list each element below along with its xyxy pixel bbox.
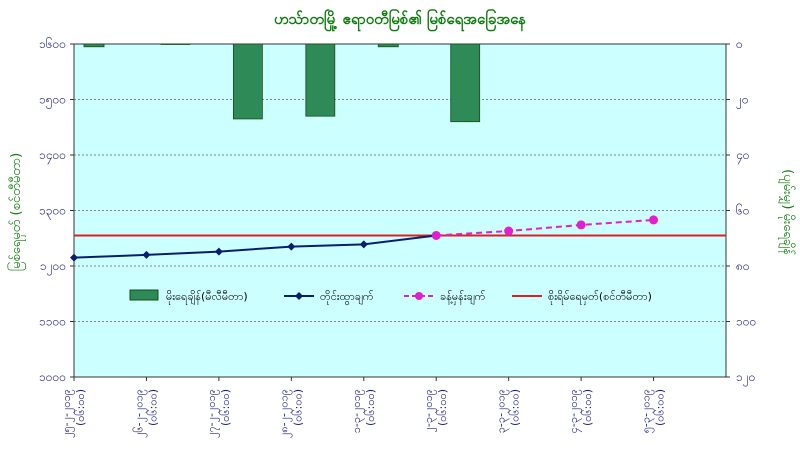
right-tick-label: ၈၀ xyxy=(736,259,750,273)
left-tick-label: ၁၃၀၀ xyxy=(39,204,66,221)
x-tick-label: ၂-၃-၂၀၁၉ (၀၆:၀၀) xyxy=(422,389,449,433)
x-tick-date: ၁-၃-၂၀၁၉ xyxy=(350,389,365,433)
x-tick-label: ၂၇-၂-၂၀၁၉ (၀၆:၀၀) xyxy=(205,389,232,438)
x-tick-label: ၃-၃-၂၀၁၉ (၀၆:၀၀) xyxy=(495,389,522,433)
x-tick-label: ၂၈-၂-၂၀၁၉ (၀၆:၀၀) xyxy=(277,389,304,438)
right-tick-label: ၁၀၀ xyxy=(736,315,756,329)
x-tick-label: ၂၆-၂-၂၀၁၉ (၀၆:၀၀) xyxy=(132,389,159,438)
rainfall-bar xyxy=(160,43,191,45)
left-tick-label: ၁၄၀၀ xyxy=(39,148,66,165)
left-tick-label: ၁၅၀၀ xyxy=(39,93,66,110)
observed-point xyxy=(142,250,151,259)
left-tick-label: ၁၁၀၀ xyxy=(39,315,66,329)
forecast-point xyxy=(431,230,441,240)
left-tick-label: ၁၂၀၀ xyxy=(40,259,66,276)
x-tick-date: ၂၇-၂-၂၀၁၉ xyxy=(205,389,220,438)
legend-label: ခန့်မှန်းချက် xyxy=(440,290,486,305)
x-tick-date: ၂၈-၂-၂၀၁၉ xyxy=(277,389,292,438)
x-tick-time: (၀၆:၀၀) xyxy=(436,389,449,426)
observed-point xyxy=(70,253,78,262)
x-tick-time: (၀၆:၀၀) xyxy=(219,389,232,426)
x-tick-date: ၄-၃-၂၀၁၉ xyxy=(567,389,582,433)
x-tick-date: ၂-၃-၂၀၁၉ xyxy=(422,389,437,433)
rainfall-bar xyxy=(83,43,105,48)
forecast-point xyxy=(504,226,514,236)
x-tick-time: (၀၆:၀၀) xyxy=(146,389,159,426)
left-tick-label: ၁၆၀၀ xyxy=(39,36,66,51)
observed-line xyxy=(73,234,437,259)
forecast-point xyxy=(576,220,586,230)
right-tick-label: ၂၀ xyxy=(736,93,749,110)
right-tick-label: ၆၀ xyxy=(736,203,750,218)
grid-lines xyxy=(74,99,726,322)
legend-label: မိုးရေချိန်(မီလီမီတာ) xyxy=(166,290,248,305)
legend-swatch-rainfall xyxy=(129,289,159,301)
rainfall-bar xyxy=(305,43,336,117)
observed-point xyxy=(214,247,223,256)
x-tick-label: ၅-၃-၂၀၁၉ (၀၆:၀၀) xyxy=(640,389,667,433)
x-tick-time: (၀၆:၀၀) xyxy=(364,389,377,426)
chart-title: ဟသ်ာတမြို့ ဧရာဝတီမြစ်၏ မြစ်ရေအခြေအနေ xyxy=(274,8,526,32)
x-tick-time: (၀၆:၀၀) xyxy=(509,389,522,426)
left-tick-label: ၁၀၀၀ xyxy=(39,370,66,384)
x-tick-time: (၀၆:၀၀) xyxy=(581,389,594,426)
observed-point xyxy=(359,240,368,249)
x-tick-date: ၂၆-၂-၂၀၁၉ xyxy=(132,389,147,438)
legend-label: စိုးရိမ်ရေမှတ်(စင်တီမီတာ) xyxy=(548,290,652,305)
forecast-point xyxy=(649,215,659,225)
right-tick-label: ၄၀ xyxy=(736,148,750,165)
x-tick-label: ၄-၃-၂၀၁၉ (၀၆:၀၀) xyxy=(567,389,594,433)
water-level-lines xyxy=(70,215,659,262)
x-tick-label: ၁-၃-၂၀၁၉ (၀၆:၀၀) xyxy=(350,389,377,433)
x-tick-time: (၀၆:၀၀) xyxy=(291,389,304,426)
y-axis-label-left: မြစ်ရေမှတ် (စင်တီမီတာ) xyxy=(7,153,26,271)
right-tick-label: ၁၂၀ xyxy=(736,370,755,387)
x-tick-label: ၂၅-၂-၂၀၁၉ (၀၆:၀၀) xyxy=(60,389,87,438)
x-tick-date: ၅-၃-၂၀၁၉ xyxy=(640,389,655,433)
legend: မိုးရေချိန်(မီလီမီတာ) တိုင်းထွာချက် ခန့်မှ… xyxy=(129,289,652,305)
rainfall-bar xyxy=(450,43,481,123)
forecast-line xyxy=(436,218,654,237)
x-tick-date: ၂၅-၂-၂၀၁၉ xyxy=(60,389,75,438)
observed-point xyxy=(287,242,296,251)
x-tick-time: (၀၆:၀၀) xyxy=(74,389,87,426)
rainfall-bars xyxy=(83,43,481,123)
x-tick-date: ၃-၃-၂၀၁၉ xyxy=(495,389,510,433)
rainfall-bar xyxy=(377,43,399,48)
legend-marker-forecast xyxy=(415,292,423,300)
legend-label: တိုင်းထွာချက် xyxy=(320,290,374,305)
legend-marker-observed xyxy=(295,292,303,300)
x-tick-time: (၀၆:၀၀) xyxy=(654,389,667,426)
right-tick-label: ၀ xyxy=(736,37,743,51)
y-axis-label-right: (ပျမ်းမျှ) မိုးရေချိန် xyxy=(778,169,796,255)
rainfall-bar xyxy=(232,43,263,120)
